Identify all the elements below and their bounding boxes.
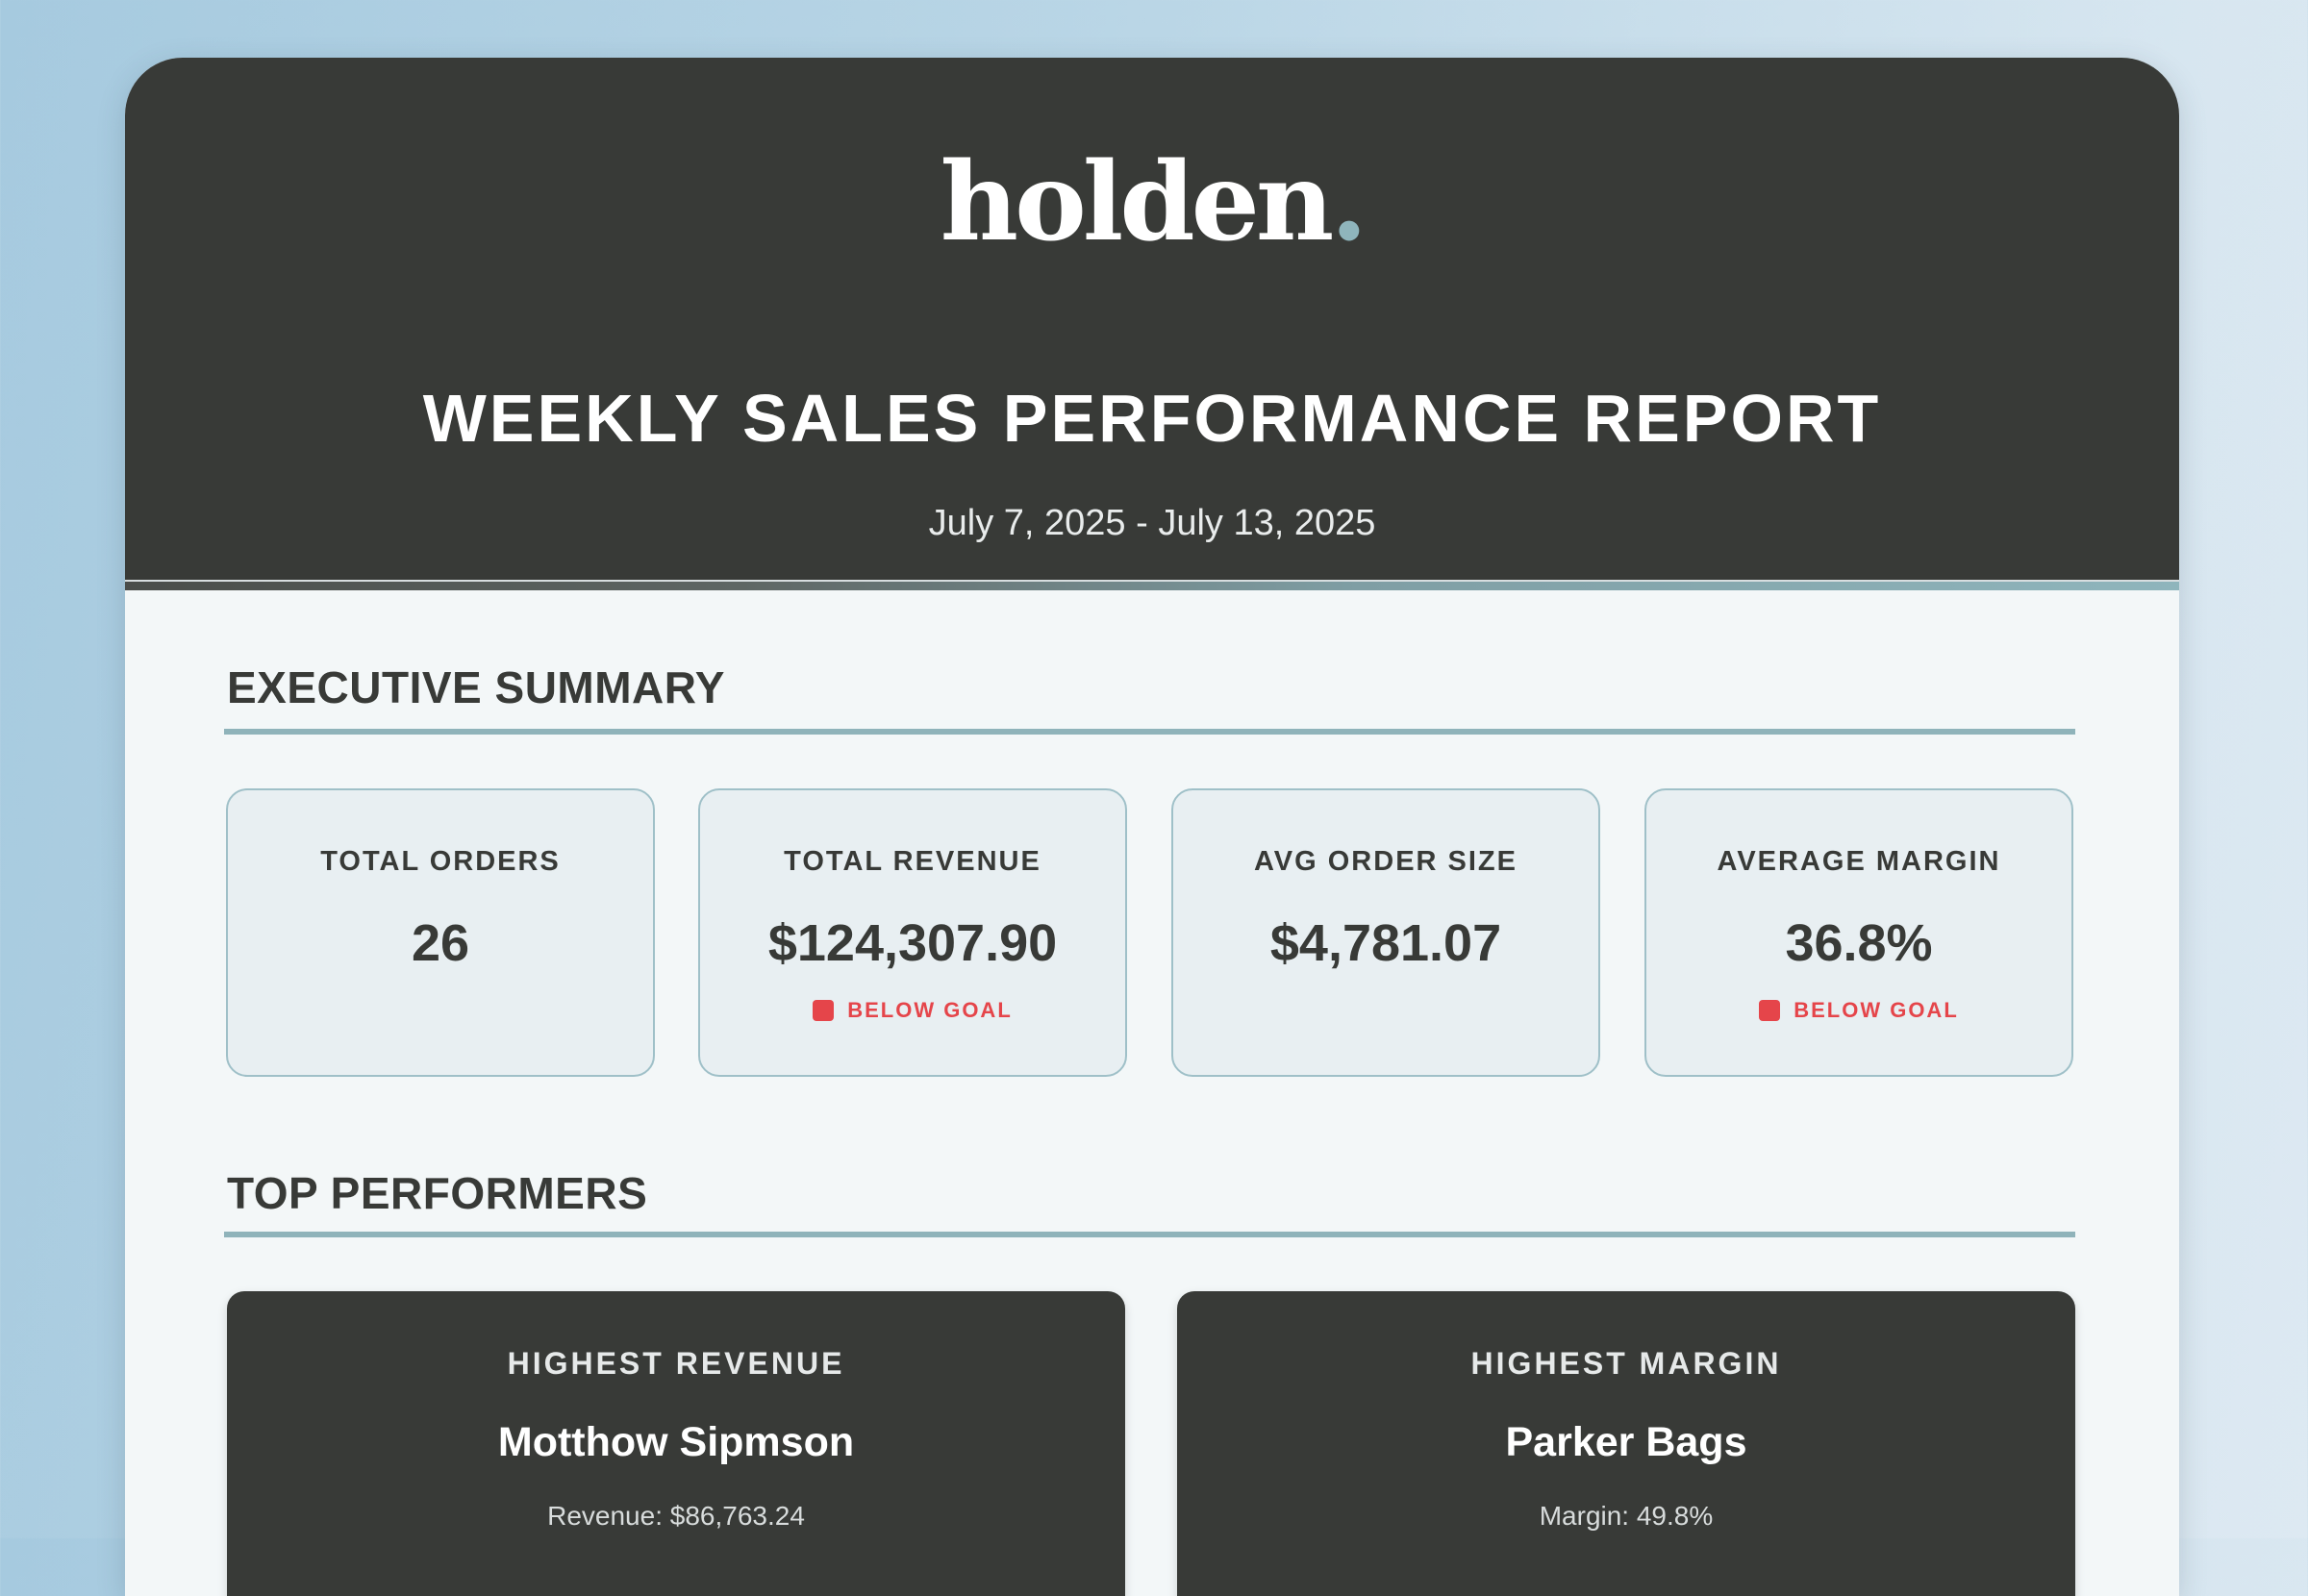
kpi-card-total-orders: TOTAL ORDERS 26 bbox=[226, 788, 655, 1077]
performer-card-highest-margin: HIGHEST MARGIN Parker Bags Margin: 49.8% bbox=[1177, 1291, 2075, 1596]
kpi-label: TOTAL REVENUE bbox=[784, 846, 1041, 877]
kpi-value: 36.8% bbox=[1785, 914, 1933, 972]
kpi-value: 26 bbox=[411, 914, 470, 972]
performer-card-highest-revenue: HIGHEST REVENUE Motthow Sipmson Revenue:… bbox=[227, 1291, 1125, 1596]
section-divider bbox=[224, 1232, 2075, 1237]
kpi-label: TOTAL ORDERS bbox=[320, 846, 561, 877]
logo-dot: . bbox=[1330, 139, 1367, 265]
performer-label: HIGHEST MARGIN bbox=[1470, 1346, 1782, 1381]
performer-label: HIGHEST REVENUE bbox=[507, 1346, 845, 1381]
badge-label: BELOW GOAL bbox=[847, 998, 1013, 1022]
report-title: WEEKLY SALES PERFORMANCE REPORT bbox=[422, 381, 1882, 456]
logo-text: holden bbox=[940, 139, 1335, 265]
below-goal-badge: BELOW GOAL bbox=[1646, 998, 2071, 1023]
section-title-top-performers: TOP PERFORMERS bbox=[227, 1168, 648, 1218]
kpi-card-total-revenue: TOTAL REVENUE $124,307.90 BELOW GOAL bbox=[698, 788, 1127, 1077]
report-container: holden. WEEKLY SALES PERFORMANCE REPORT … bbox=[125, 58, 2179, 1596]
kpi-card-average-margin: AVERAGE MARGIN 36.8% BELOW GOAL bbox=[1644, 788, 2073, 1077]
kpi-label: AVERAGE MARGIN bbox=[1717, 846, 2001, 877]
kpi-label: AVG ORDER SIZE bbox=[1254, 846, 1518, 877]
red-square-icon bbox=[813, 1000, 835, 1021]
kpi-card-avg-order-size: AVG ORDER SIZE $4,781.07 bbox=[1171, 788, 1600, 1077]
performer-name: Parker Bags bbox=[1505, 1419, 1747, 1465]
performer-metric: Revenue: $86,763.24 bbox=[547, 1501, 805, 1531]
badge-label: BELOW GOAL bbox=[1794, 998, 1959, 1022]
header-divider bbox=[125, 580, 2179, 590]
red-square-icon bbox=[1759, 1000, 1781, 1021]
section-title-executive-summary: EXECUTIVE SUMMARY bbox=[227, 662, 725, 712]
kpi-value: $4,781.07 bbox=[1269, 914, 1502, 972]
brand-logo: holden. bbox=[125, 149, 2179, 257]
below-goal-badge: BELOW GOAL bbox=[700, 998, 1125, 1023]
report-date-range: July 7, 2025 - July 13, 2025 bbox=[928, 503, 1376, 543]
report-header: holden. WEEKLY SALES PERFORMANCE REPORT … bbox=[125, 58, 2179, 580]
section-divider bbox=[224, 729, 2075, 735]
kpi-value: $124,307.90 bbox=[767, 914, 1058, 972]
performer-metric: Margin: 49.8% bbox=[1539, 1501, 1714, 1531]
performer-name: Motthow Sipmson bbox=[497, 1419, 855, 1465]
